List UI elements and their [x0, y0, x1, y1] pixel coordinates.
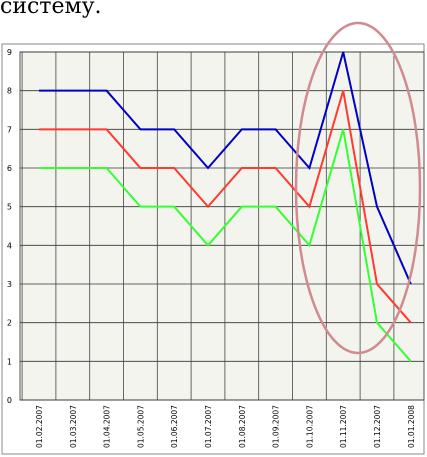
- annotation-ellipse: [294, 21, 422, 355]
- caption-fragment: систему.: [0, 0, 102, 19]
- x-tick-label: 01.12.2007: [373, 405, 382, 448]
- series-line-2: [39, 90, 412, 324]
- series-line-1: [39, 51, 412, 285]
- y-tick-label: 0: [7, 396, 12, 405]
- x-tick-label: 01.02.2007: [35, 405, 44, 448]
- y-tick-label: 6: [7, 164, 12, 173]
- x-tick-label: 01.11.2007: [339, 405, 348, 448]
- x-tick-label: 01.09.2007: [272, 405, 281, 448]
- plot-area: [19, 51, 425, 401]
- y-tick-label: 2: [7, 319, 12, 328]
- series-line-3: [39, 129, 412, 362]
- y-tick-label: 1: [7, 357, 12, 366]
- x-tick-label: 01.01.2008: [407, 405, 416, 448]
- x-tick-label: 01.07.2007: [204, 405, 213, 448]
- x-tick-label: 01.03.2007: [69, 405, 78, 448]
- x-tick-label: 01.05.2007: [136, 405, 145, 448]
- x-tick-label: 01.06.2007: [170, 405, 179, 448]
- y-tick-label: 4: [7, 241, 12, 250]
- y-tick-label: 8: [7, 87, 12, 96]
- y-tick-label: 5: [7, 203, 12, 212]
- y-tick-label: 3: [7, 280, 12, 289]
- y-tick-label: 9: [7, 48, 12, 57]
- x-tick-label: 01.10.2007: [305, 405, 314, 448]
- x-tick-label: 01.04.2007: [103, 405, 112, 448]
- x-tick-label: 01.08.2007: [238, 405, 247, 448]
- y-tick-label: 7: [7, 125, 12, 134]
